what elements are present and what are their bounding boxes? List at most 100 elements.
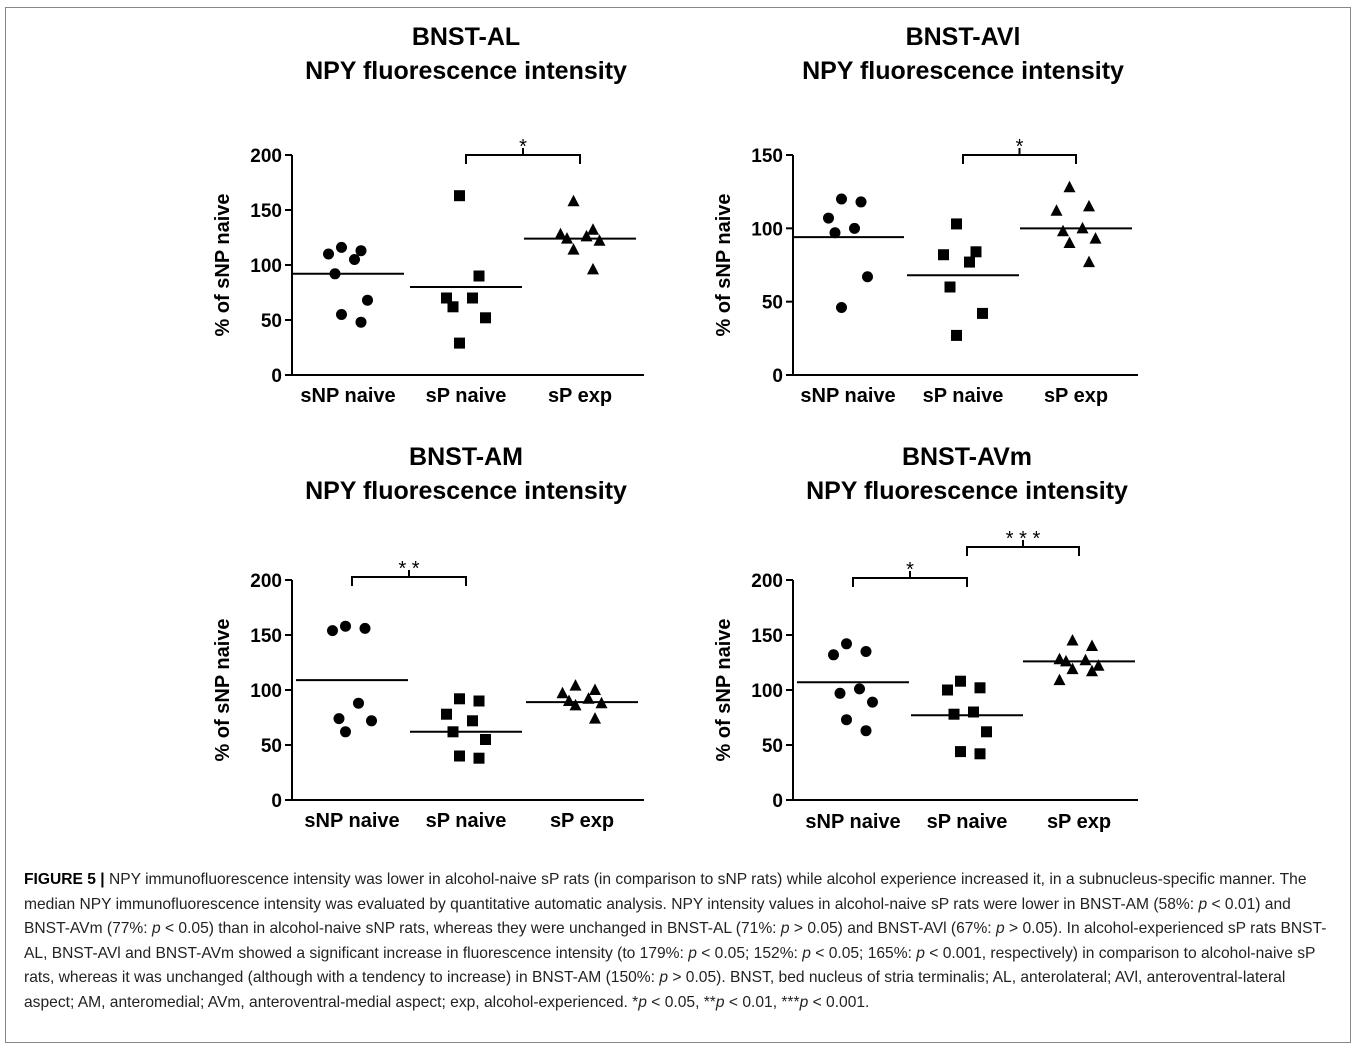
caption-text: p xyxy=(688,944,697,962)
data-point-circle xyxy=(867,696,878,708)
data-point-square xyxy=(944,281,956,293)
caption-text: < 0.05, ** xyxy=(646,993,716,1011)
x-category-label: sNP naive xyxy=(805,811,900,833)
data-point-square xyxy=(467,715,478,727)
data-point-square xyxy=(480,734,491,745)
data-point-circle xyxy=(327,625,338,637)
x-category-label: sNP naive xyxy=(304,810,399,832)
y-axis-label: % of sNP naive xyxy=(212,618,234,761)
x-category-label: sP naive xyxy=(426,385,507,407)
data-point-triangle xyxy=(1092,659,1105,671)
data-point-triangle xyxy=(589,683,601,695)
data-point-triangle xyxy=(593,234,606,246)
data-point-circle xyxy=(828,649,839,661)
data-point-circle xyxy=(336,241,347,253)
data-point-triangle xyxy=(1063,236,1076,248)
data-point-triangle xyxy=(587,262,599,275)
y-tick-label: 100 xyxy=(250,256,282,277)
data-point-circle xyxy=(355,245,367,257)
data-point-triangle xyxy=(569,679,582,691)
chart-panel-4: BNST-AVm NPY fluorescence intensity % of s… xyxy=(713,443,1138,833)
caption-text: p xyxy=(780,920,790,937)
data-point-circle xyxy=(862,271,873,283)
data-point-triangle xyxy=(582,692,595,704)
caption-text: < 0.05; 165%: xyxy=(810,944,917,962)
y-axis-label: % of sNP naive xyxy=(212,193,234,336)
y-tick-label: 200 xyxy=(250,146,282,167)
data-point-circle xyxy=(359,622,371,634)
caption-text: p xyxy=(1198,895,1208,913)
chart-title: BNST-AVm xyxy=(902,443,1032,471)
data-point-triangle xyxy=(563,694,575,706)
chart-panel-3: BNST-AM NPY fluorescence intensity % of sN… xyxy=(212,443,644,832)
y-tick-label: 150 xyxy=(250,201,282,222)
y-tick-label: 50 xyxy=(762,736,783,757)
data-point-triangle xyxy=(589,712,601,724)
data-point-square xyxy=(970,246,982,258)
chart-subtitle: NPY fluorescence intensity xyxy=(802,57,1124,85)
data-point-triangle xyxy=(1083,199,1095,212)
data-point-triangle xyxy=(1066,662,1079,675)
data-point-triangle xyxy=(556,686,569,699)
caption-text: < 0.001. xyxy=(808,993,870,1011)
chart-title: BNST-AVl xyxy=(906,23,1021,51)
y-tick-label: 150 xyxy=(751,626,783,647)
data-point-circle xyxy=(362,294,373,306)
x-category-label: sP naive xyxy=(426,810,507,832)
x-category-label: sP exp xyxy=(1044,385,1108,407)
caption-text: < 0.05) than in alcohol-naive sNP rats, … xyxy=(160,920,781,937)
data-point-circle xyxy=(823,212,834,224)
caption-text: p xyxy=(638,993,647,1011)
significance-label: * xyxy=(1016,136,1024,158)
data-point-square xyxy=(441,292,452,304)
data-point-circle xyxy=(836,302,847,314)
data-point-square xyxy=(942,684,953,696)
data-point-circle xyxy=(860,725,872,737)
caption-text: p xyxy=(151,920,161,937)
caption-text: p xyxy=(715,993,725,1011)
x-category-label: sNP naive xyxy=(300,385,395,407)
data-point-square xyxy=(467,292,478,304)
data-point-square xyxy=(473,695,485,707)
data-point-triangle xyxy=(1089,232,1102,244)
x-category-label: sP exp xyxy=(1047,811,1111,833)
data-point-circle xyxy=(836,193,847,205)
caption-text: > 0.05). BNST, bed nucleus of stria term… xyxy=(24,969,1286,1011)
y-tick-label: 100 xyxy=(250,681,282,702)
data-point-square xyxy=(447,301,459,313)
data-point-square xyxy=(951,218,962,230)
data-point-square xyxy=(454,337,465,349)
y-tick-label: 50 xyxy=(261,311,282,332)
x-category-label: sP naive xyxy=(927,811,1008,833)
figure-caption: FIGURE 5 | NPY immunofluorescence intens… xyxy=(24,868,1336,1015)
caption-text: p xyxy=(802,944,811,962)
caption-text: > 0.05) and BNST-AVl (67%: xyxy=(789,920,996,937)
data-point-triangle xyxy=(569,698,582,711)
y-tick-label: 0 xyxy=(271,791,282,812)
figure-label: FIGURE 5 | xyxy=(24,871,105,888)
data-point-square xyxy=(955,675,966,687)
data-point-square xyxy=(951,329,962,341)
x-category-label: sP naive xyxy=(923,385,1004,407)
significance-label: * * * xyxy=(1006,528,1041,550)
data-point-square xyxy=(473,270,485,282)
caption-text: < 0.05; 152%: xyxy=(696,944,803,962)
data-point-square xyxy=(974,748,986,760)
data-point-circle xyxy=(333,713,345,725)
data-point-circle xyxy=(854,683,865,695)
data-point-triangle xyxy=(1083,255,1095,268)
data-point-square xyxy=(964,256,975,268)
data-point-circle xyxy=(860,646,872,657)
data-point-square xyxy=(473,752,485,764)
data-point-circle xyxy=(340,726,351,738)
data-point-square xyxy=(974,682,986,694)
y-tick-label: 0 xyxy=(772,366,783,387)
data-point-triangle xyxy=(567,194,580,207)
y-tick-label: 50 xyxy=(762,293,783,314)
y-tick-label: 100 xyxy=(751,681,783,702)
data-point-triangle xyxy=(567,243,580,255)
data-point-circle xyxy=(366,715,377,727)
y-axis-label: % of sNP naive xyxy=(713,193,735,336)
data-point-circle xyxy=(323,248,334,260)
caption-text: < 0.01) and BNST-AVm (77%: xyxy=(24,895,1291,938)
